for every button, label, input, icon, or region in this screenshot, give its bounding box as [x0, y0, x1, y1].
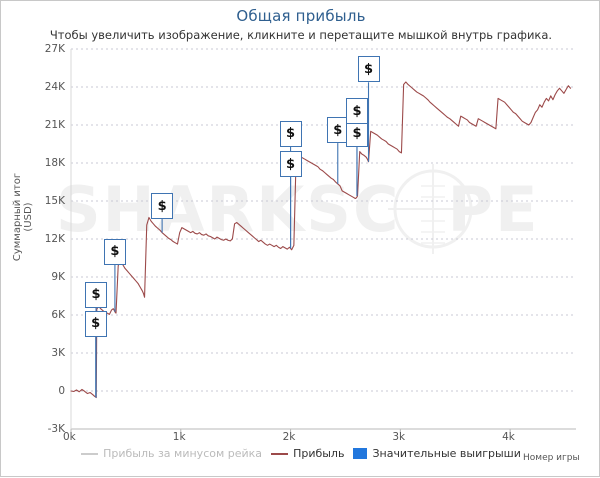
significant-win-marker[interactable]: $ [151, 193, 174, 220]
y-tick-label: 27K [44, 43, 65, 55]
x-tick-label: 3k [392, 431, 406, 443]
x-tick-label: 4k [502, 431, 515, 443]
significant-win-marker[interactable]: $ [103, 238, 126, 265]
chart-instructions: Чтобы увеличить изображение, кликните и … [49, 28, 553, 42]
y-tick-label: 12K [44, 233, 65, 245]
significant-win-marker[interactable]: $ [85, 281, 108, 308]
significant-win-marker[interactable]: $ [84, 310, 107, 337]
x-tick-label: 2k [282, 431, 296, 443]
legend-swatch-icon [353, 448, 368, 459]
x-axis-title: Номер игры [523, 453, 580, 463]
legend-line-icon [271, 452, 289, 455]
y-tick-label: 0 [58, 385, 65, 397]
legend-item[interactable]: Прибыль за минусом рейка [81, 447, 262, 460]
legend-item[interactable]: Значительные выигрыши [353, 447, 521, 460]
legend-line-icon [81, 452, 99, 455]
x-tick-label: 1k [172, 431, 186, 443]
legend-label: Прибыль [293, 447, 345, 460]
series-line-0 [70, 81, 572, 399]
legend-label: Значительные выигрыши [372, 447, 521, 460]
significant-win-marker[interactable]: $ [357, 56, 380, 83]
significant-win-marker[interactable]: $ [279, 120, 302, 147]
y-tick-label: 15K [44, 195, 65, 207]
significant-win-marker[interactable]: $ [345, 98, 368, 125]
y-tick-label: 6K [51, 309, 65, 321]
chart-legend: Прибыль за минусом рейка Прибыль Значитель… [1, 447, 600, 460]
significant-win-marker[interactable]: $ [279, 151, 302, 178]
y-axis-title: Суммарный итог (USD) [12, 172, 34, 262]
significant-win-marker[interactable]: $ [345, 120, 368, 147]
y-tick-label: 18K [44, 157, 65, 169]
y-tick-label: 21K [44, 119, 65, 131]
y-tick-label: 24K [44, 81, 65, 93]
page-title: Общая прибыль [236, 7, 366, 25]
x-tick-label: 0k [63, 431, 76, 443]
legend-item[interactable]: Прибыль [271, 447, 344, 460]
y-tick-label: -3K [47, 423, 65, 435]
y-axis-ticks: -3K 0 3K 6K 9K 12K 15K 18K 21K 24K 27K [1, 1, 65, 478]
legend-label: Прибыль за минусом рейка [103, 447, 263, 460]
y-tick-label: 9K [51, 271, 65, 283]
y-tick-label: 3K [51, 347, 65, 359]
